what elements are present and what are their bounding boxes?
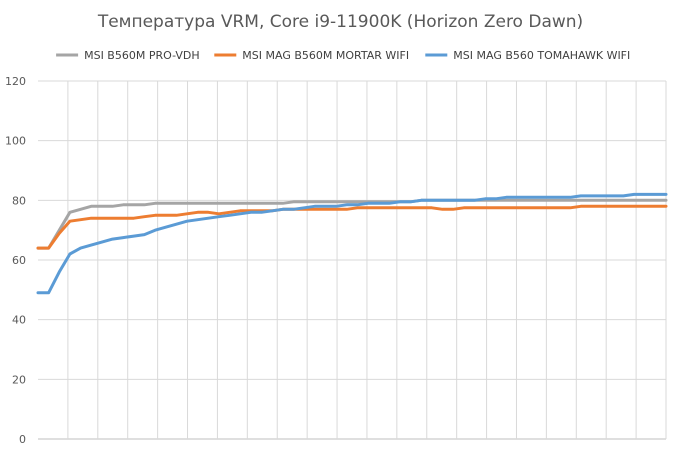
legend-label: MSI MAG B560 TOMAHAWK WIFI bbox=[453, 49, 630, 62]
chart-title: Температура VRM, Core i9-11900K (Horizon… bbox=[97, 12, 583, 32]
legend-label: MSI MAG B560M MORTAR WIFI bbox=[242, 49, 409, 62]
series-line bbox=[36, 198, 668, 250]
y-tick-label: 120 bbox=[5, 75, 26, 88]
legend-label: MSI B560M PRO-VDH bbox=[84, 49, 200, 62]
plot-area bbox=[36, 192, 668, 295]
y-axis: 0 20 40 60 80 100 120 bbox=[5, 75, 26, 446]
series-line bbox=[36, 192, 668, 295]
y-tick-label: 40 bbox=[12, 314, 26, 327]
y-tick-label: 0 bbox=[19, 433, 26, 446]
y-tick-label: 80 bbox=[12, 194, 26, 207]
series-line bbox=[36, 204, 668, 250]
y-tick-label: 20 bbox=[12, 373, 26, 386]
y-tick-label: 100 bbox=[5, 135, 26, 148]
gridlines bbox=[38, 80, 667, 440]
legend: MSI B560M PRO-VDH MSI MAG B560M MORTAR WI… bbox=[56, 49, 630, 62]
y-tick-label: 60 bbox=[12, 254, 26, 267]
